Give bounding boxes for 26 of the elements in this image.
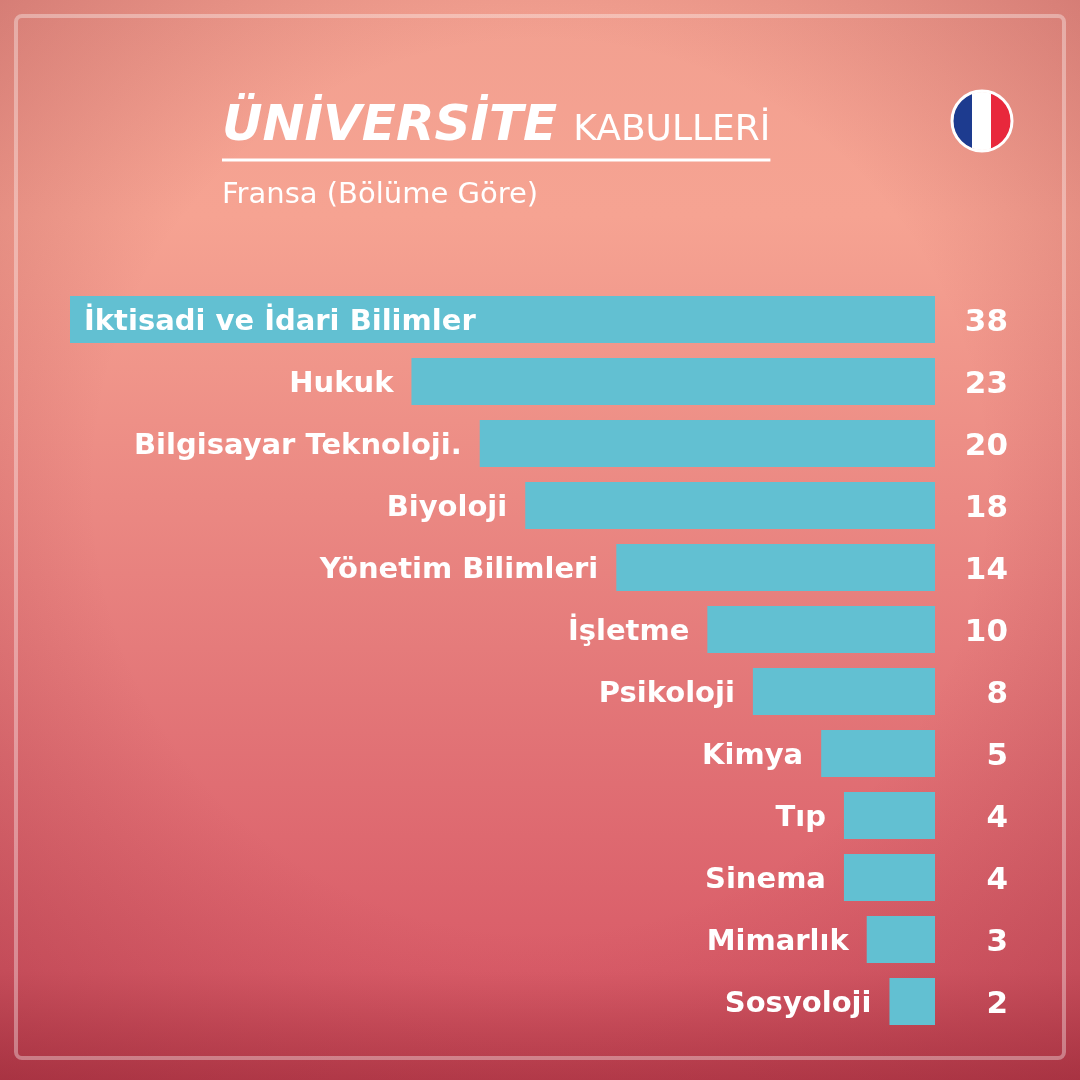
data-label: 8 xyxy=(986,673,1008,710)
data-label: 38 xyxy=(964,301,1008,338)
y-tick-label: Mimarlık xyxy=(706,922,850,957)
data-label: 14 xyxy=(964,549,1008,586)
chart-subtitle: Fransa (Bölüme Göre) xyxy=(222,176,539,210)
y-tick-label: İşletme xyxy=(567,612,690,647)
data-label: 4 xyxy=(986,797,1008,834)
y-tick-label: Hukuk xyxy=(289,364,395,399)
y-tick-label: Yönetim Bilimleri xyxy=(318,550,599,585)
data-label: 20 xyxy=(964,425,1008,462)
y-tick-label: İktisadi ve İdari Bilimler xyxy=(84,302,477,337)
data-label: 3 xyxy=(986,921,1008,958)
data-label: 4 xyxy=(986,859,1008,896)
y-tick-label: Tıp xyxy=(775,798,826,833)
y-tick-label: Bilgisayar Teknoloji. xyxy=(134,426,462,461)
chart-title: ÜNİVERSİTE KABULLERİ xyxy=(222,93,771,152)
y-tick-label: Psikoloji xyxy=(598,674,735,709)
data-label: 23 xyxy=(964,363,1008,400)
y-tick-label: Sosyoloji xyxy=(724,984,872,1019)
y-tick-label: Biyoloji xyxy=(386,488,508,523)
data-label: 5 xyxy=(986,735,1008,772)
data-label: 2 xyxy=(986,983,1008,1020)
y-tick-label: Sinema xyxy=(705,860,826,895)
data-label: 18 xyxy=(964,487,1008,524)
data-label: 10 xyxy=(964,611,1008,648)
y-tick-label: Kimya xyxy=(702,736,804,771)
